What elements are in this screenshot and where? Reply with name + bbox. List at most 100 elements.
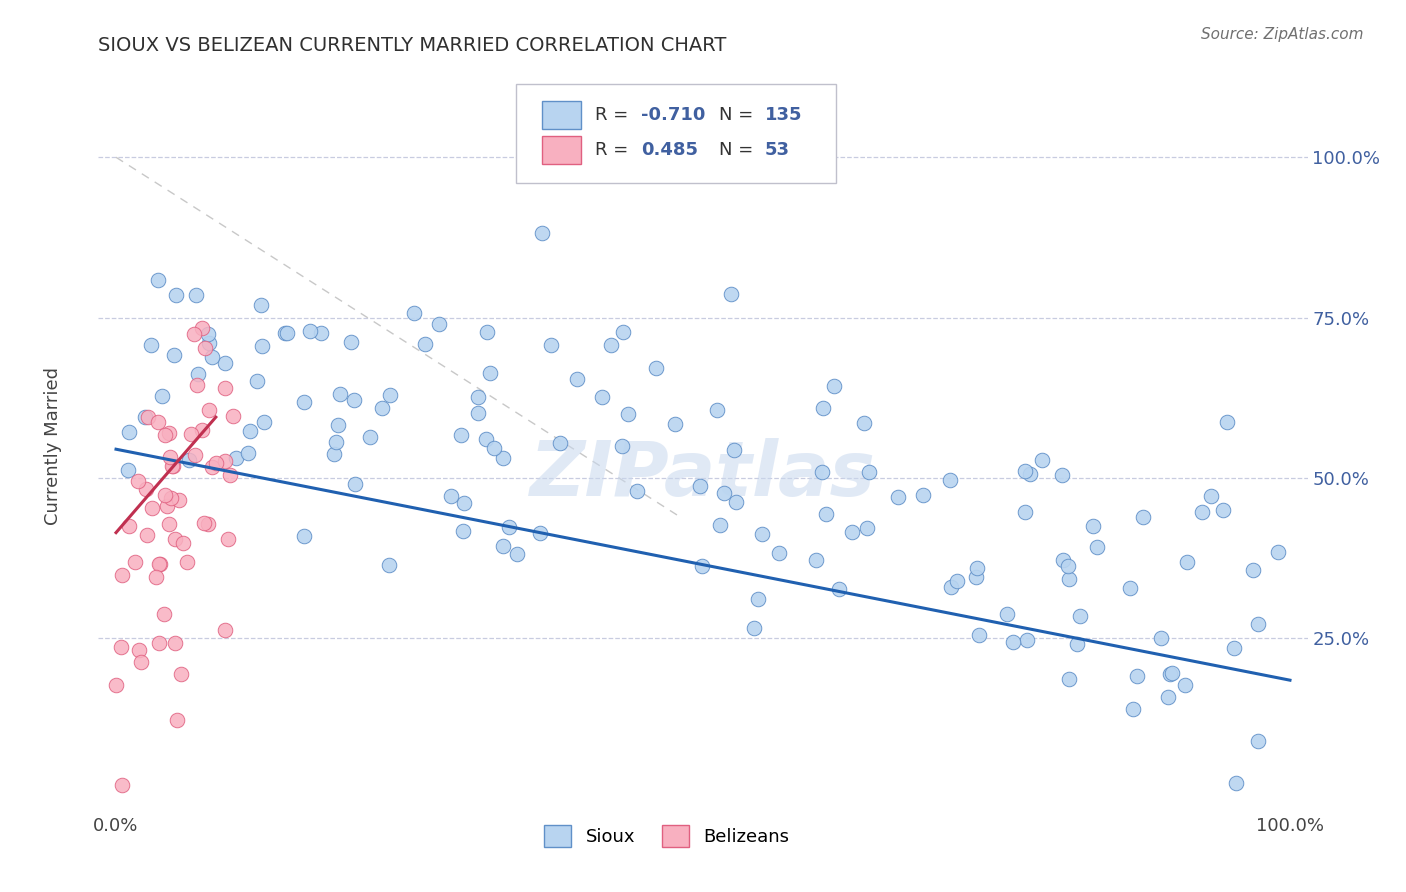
Point: [498, 519, 520, 533]
Point: [1174, 678, 1197, 692]
Point: [149, 557, 172, 571]
Point: [183, 327, 205, 342]
Point: [1015, 633, 1038, 648]
Point: [823, 378, 845, 392]
Point: [612, 325, 634, 339]
Point: [811, 401, 834, 415]
Text: R =: R =: [595, 105, 628, 124]
Point: [1014, 505, 1036, 519]
Point: [709, 518, 731, 533]
Point: [599, 338, 621, 352]
Point: [214, 454, 236, 468]
Point: [550, 435, 572, 450]
Point: [1085, 541, 1108, 555]
Point: [214, 381, 236, 395]
Point: [1057, 559, 1080, 574]
Point: [176, 555, 198, 569]
Point: [184, 448, 207, 462]
Point: [440, 489, 463, 503]
Point: [136, 528, 159, 542]
Point: [201, 460, 224, 475]
Point: [250, 298, 273, 312]
Point: [1212, 503, 1234, 517]
Point: [1014, 464, 1036, 478]
Point: [118, 425, 141, 439]
Point: [827, 582, 849, 596]
Point: [1225, 776, 1247, 790]
Point: [194, 342, 217, 356]
Text: Currently Married: Currently Married: [45, 367, 62, 525]
Point: [1159, 667, 1181, 681]
Point: [145, 570, 167, 584]
Point: [1122, 702, 1144, 716]
Point: [148, 636, 170, 650]
Point: [197, 336, 219, 351]
Text: N =: N =: [718, 141, 754, 159]
Point: [814, 508, 837, 522]
Point: [1160, 666, 1182, 681]
Point: [343, 392, 366, 407]
Point: [751, 527, 773, 541]
Point: [467, 391, 489, 405]
Point: [995, 607, 1018, 622]
Point: [1191, 505, 1213, 519]
Point: [1241, 563, 1264, 577]
Point: [887, 490, 910, 504]
Point: [156, 499, 179, 513]
Point: [276, 326, 298, 341]
Text: -0.710: -0.710: [641, 105, 706, 124]
Point: [253, 416, 276, 430]
Point: [169, 492, 191, 507]
Point: [323, 447, 346, 461]
Point: [163, 348, 186, 362]
Point: [219, 467, 242, 482]
Point: [453, 496, 475, 510]
Point: [1066, 637, 1088, 651]
Point: [1050, 467, 1073, 482]
Point: [159, 491, 181, 505]
Point: [852, 417, 875, 431]
Text: 135: 135: [765, 105, 803, 124]
Point: [187, 368, 209, 382]
Point: [723, 442, 745, 457]
Point: [217, 533, 239, 547]
FancyBboxPatch shape: [516, 84, 837, 183]
Point: [1125, 669, 1147, 683]
Point: [190, 423, 212, 437]
Point: [1156, 690, 1178, 704]
Point: [157, 516, 180, 531]
Point: [1119, 581, 1142, 595]
Point: [1052, 552, 1074, 566]
Point: [768, 546, 790, 560]
Point: [292, 529, 315, 543]
Point: [155, 488, 177, 502]
Point: [713, 485, 735, 500]
Point: [200, 351, 222, 365]
Point: [946, 574, 969, 589]
Point: [491, 450, 513, 465]
Point: [214, 623, 236, 637]
Point: [340, 335, 363, 350]
Point: [1150, 631, 1173, 645]
Point: [811, 465, 834, 479]
Point: [966, 561, 988, 575]
Point: [153, 607, 176, 621]
Point: [841, 524, 863, 539]
Point: [475, 325, 498, 339]
Point: [325, 434, 347, 449]
Point: [1069, 609, 1091, 624]
Point: [193, 516, 215, 530]
Point: [1002, 635, 1025, 649]
Point: [1199, 489, 1222, 503]
Point: [135, 482, 157, 496]
Point: [131, 656, 153, 670]
Point: [378, 388, 401, 402]
Point: [912, 488, 935, 502]
Point: [1031, 453, 1053, 467]
Point: [467, 406, 489, 420]
Point: [225, 451, 247, 466]
FancyBboxPatch shape: [543, 101, 581, 128]
Point: [565, 372, 588, 386]
FancyBboxPatch shape: [543, 136, 581, 163]
Point: [1057, 672, 1080, 686]
